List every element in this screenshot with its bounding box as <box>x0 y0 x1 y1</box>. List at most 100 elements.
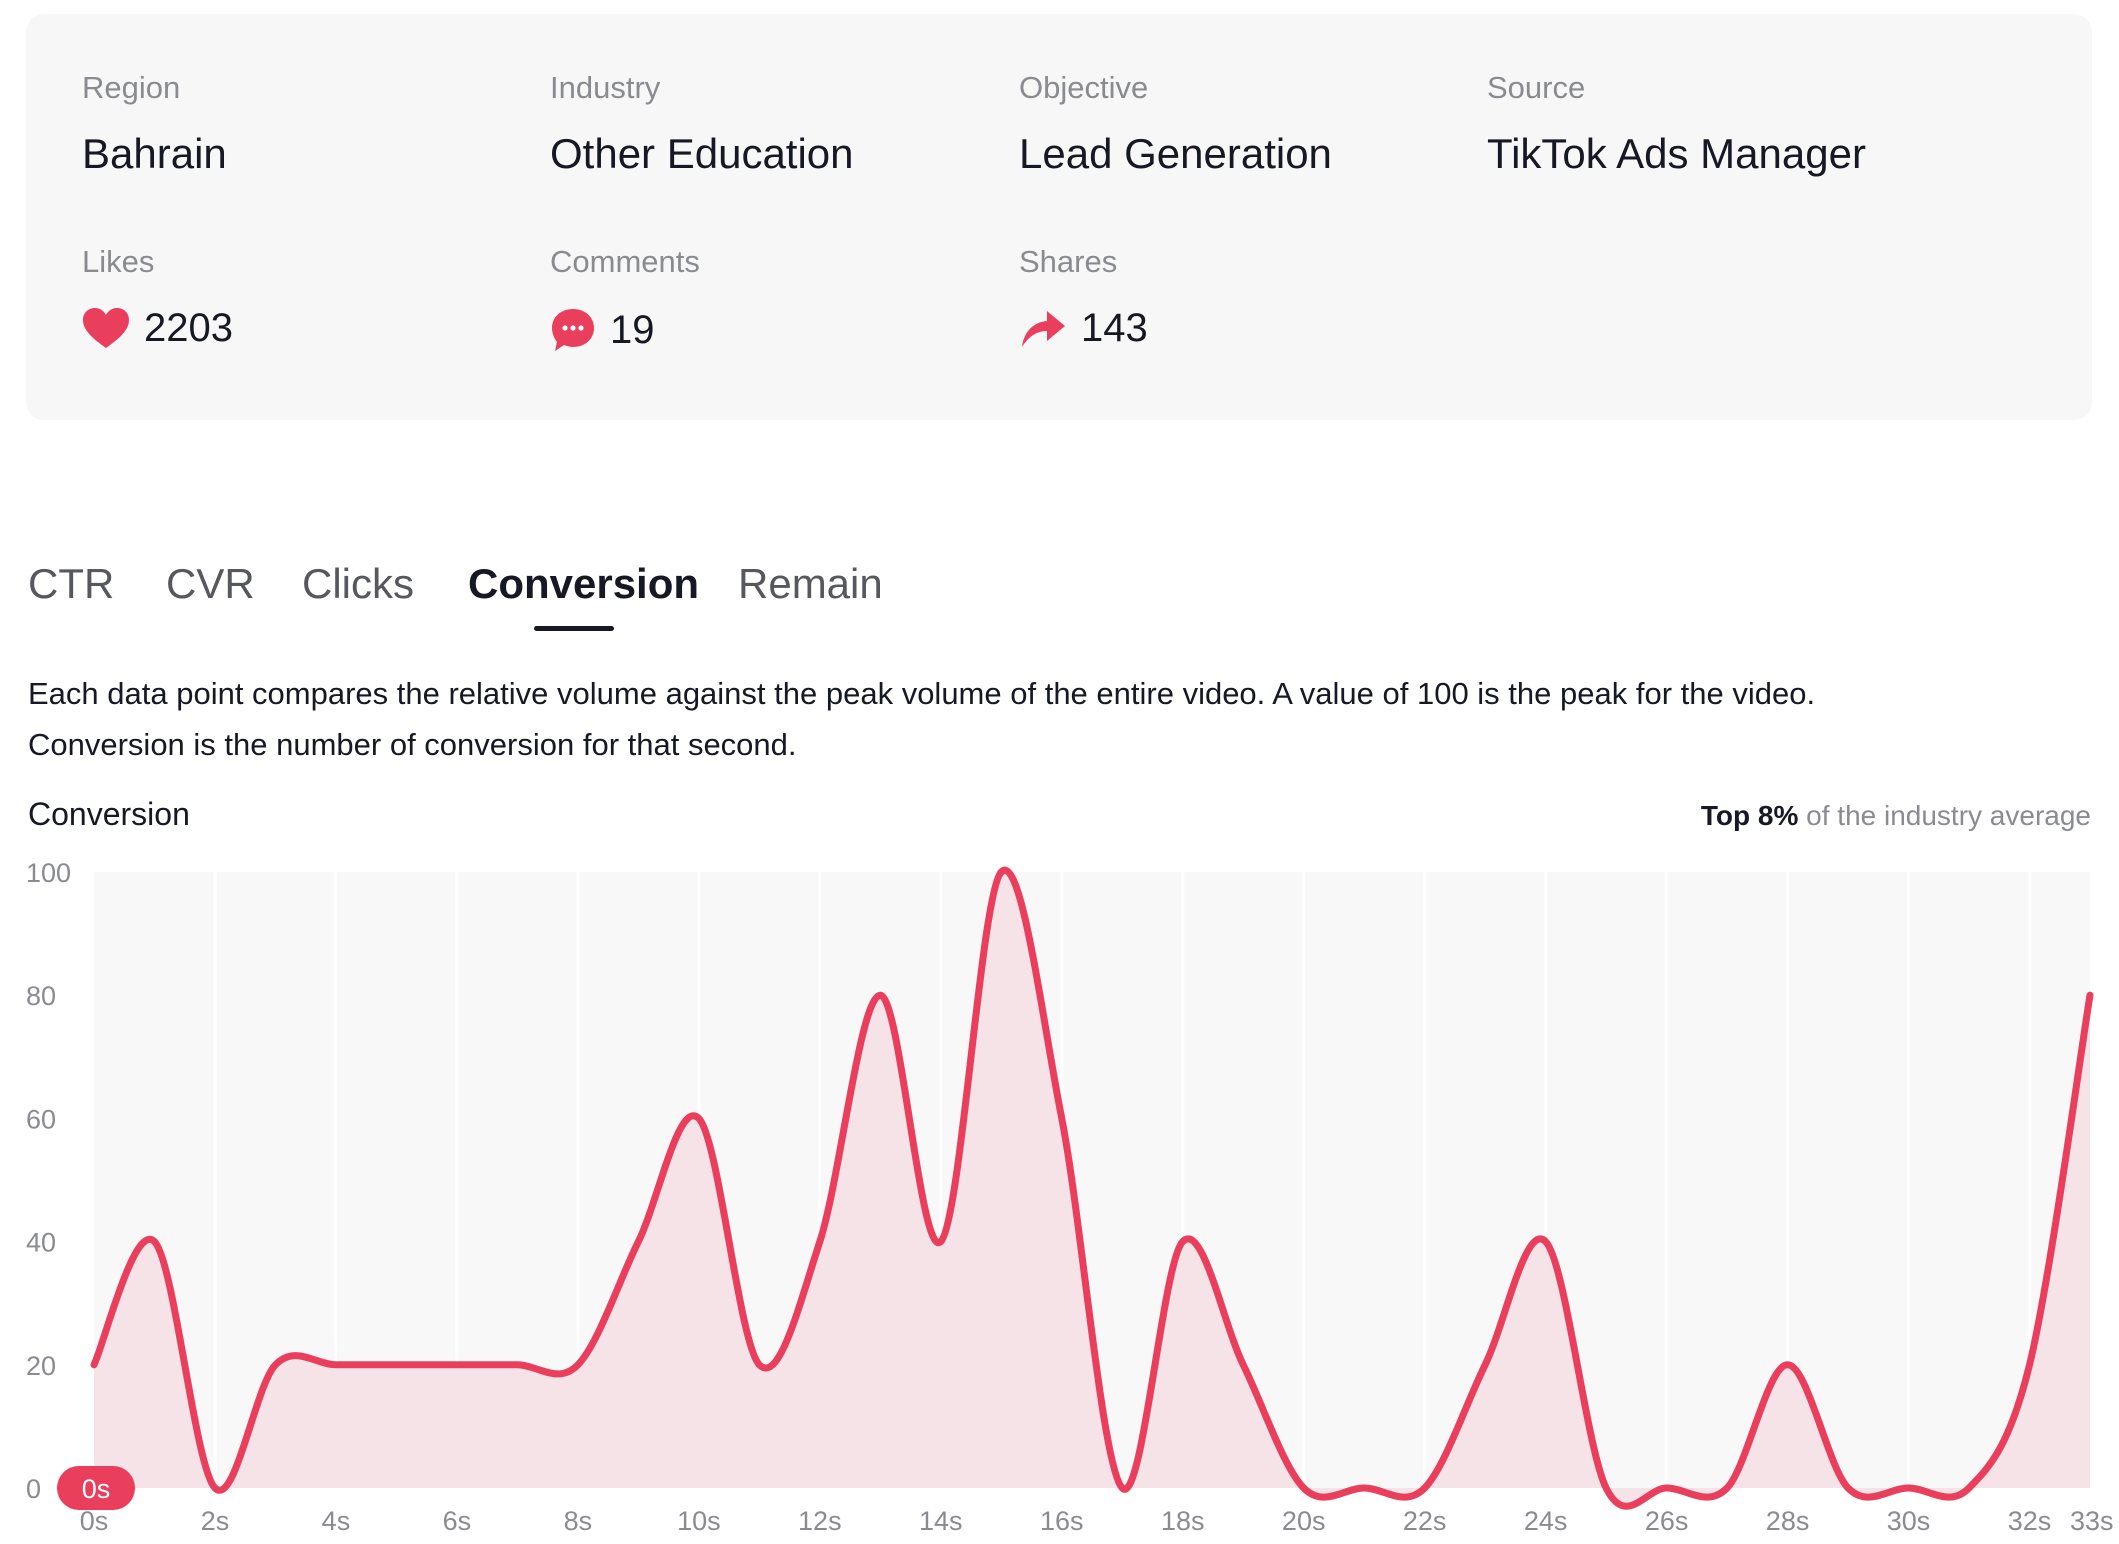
data-point <box>1300 1484 1308 1492</box>
y-tick-label: 40 <box>26 1228 56 1258</box>
x-tick-label: 20s <box>1282 1506 1326 1536</box>
region-field: Region Bahrain <box>82 72 227 175</box>
data-point <box>2086 991 2094 999</box>
industry-field: Industry Other Education <box>550 72 854 175</box>
data-point <box>1844 1484 1852 1492</box>
data-point <box>332 1361 340 1369</box>
data-point <box>997 868 1005 876</box>
cursor-badge-label: 0s <box>82 1474 111 1504</box>
likes-value: 2203 <box>144 306 233 350</box>
x-tick-label: 28s <box>1766 1506 1810 1536</box>
data-point <box>937 1238 945 1246</box>
data-point <box>513 1361 521 1369</box>
data-point <box>755 1361 763 1369</box>
data-point <box>574 1361 582 1369</box>
ad-info-card: Region Bahrain Industry Other Education … <box>26 14 2092 420</box>
industry-benchmark: Top 8% of the industry average <box>1701 800 2091 832</box>
heart-icon <box>83 308 129 348</box>
data-point <box>1602 1484 1610 1492</box>
tab-conversion[interactable]: Conversion <box>468 560 700 607</box>
comments-field: Comments 19 <box>550 246 700 353</box>
tab-clicks[interactable]: Clicks <box>302 560 414 607</box>
shares-value: 143 <box>1081 306 1148 350</box>
x-tick-label: 24s <box>1524 1506 1568 1536</box>
data-point <box>1663 1484 1671 1492</box>
data-point <box>1965 1484 1973 1492</box>
tab-cvr[interactable]: CVR <box>166 560 255 607</box>
data-point <box>1118 1484 1126 1492</box>
data-point <box>2026 1361 2034 1369</box>
description-line-2: Conversion is the number of conversion f… <box>28 727 797 762</box>
likes-field: Likes 2203 <box>82 246 233 349</box>
objective-field: Objective Lead Generation <box>1019 72 1332 175</box>
data-point <box>1905 1484 1913 1492</box>
x-tick-label: 33s <box>2070 1506 2114 1536</box>
x-tick-label: 30s <box>1887 1506 1931 1536</box>
industry-label: Industry <box>550 70 661 105</box>
tab-remain[interactable]: Remain <box>738 560 883 607</box>
comment-bubble-icon <box>552 309 594 351</box>
data-point <box>392 1361 400 1369</box>
x-tick-label: 14s <box>919 1506 963 1536</box>
data-point <box>150 1238 158 1246</box>
data-point <box>695 1114 703 1122</box>
x-tick-label: 18s <box>1161 1506 1205 1536</box>
x-tick-label: 8s <box>564 1506 593 1536</box>
source-field: Source TikTok Ads Manager <box>1487 72 1866 175</box>
data-point <box>1542 1238 1550 1246</box>
y-tick-label: 60 <box>26 1104 56 1134</box>
chart-title: Conversion <box>28 796 190 832</box>
y-tick-label: 100 <box>26 860 71 888</box>
x-tick-label: 10s <box>677 1506 721 1536</box>
chart-description: Each data point compares the relative vo… <box>28 668 2088 770</box>
tab-ctr[interactable]: CTR <box>28 560 115 607</box>
source-value: TikTok Ads Manager <box>1487 130 1866 177</box>
shares-field: Shares 143 <box>1019 246 1148 349</box>
y-tick-label: 0 <box>26 1474 41 1504</box>
active-tab-indicator <box>534 626 614 631</box>
share-arrow-icon <box>1022 311 1065 347</box>
likes-label: Likes <box>82 244 155 279</box>
data-point <box>634 1238 642 1246</box>
data-point <box>1239 1361 1247 1369</box>
data-point <box>453 1361 461 1369</box>
data-point <box>816 1238 824 1246</box>
series-line <box>90 866 2094 1510</box>
x-tick-label: 22s <box>1403 1506 1447 1536</box>
benchmark-prefix: Top <box>1700 800 1751 831</box>
industry-value: Other Education <box>550 130 854 177</box>
data-point <box>271 1361 279 1369</box>
benchmark-value: 8% <box>1757 800 1799 831</box>
y-tick-label: 20 <box>26 1351 56 1381</box>
region-value: Bahrain <box>82 130 227 177</box>
data-point <box>1784 1361 1792 1369</box>
cursor-badge[interactable] <box>57 1466 135 1510</box>
x-tick-label: 4s <box>322 1506 351 1536</box>
comments-label: Comments <box>550 244 700 279</box>
x-tick-label: 2s <box>201 1506 230 1536</box>
conversion-chart[interactable]: 100 80 60 40 20 0 0s 2s 4s 6s 8s 10s 12s 14s 16s 18s 20s… <box>0 860 2119 1544</box>
shares-label: Shares <box>1019 244 1118 279</box>
x-tick-label: 0s <box>80 1506 109 1536</box>
data-point <box>211 1484 219 1492</box>
x-tick-label: 12s <box>798 1506 842 1536</box>
data-point <box>1360 1484 1368 1492</box>
x-tick-label: 6s <box>443 1506 472 1536</box>
benchmark-suffix: of the industry average <box>1806 800 2091 831</box>
data-point <box>876 991 884 999</box>
data-point <box>1481 1361 1489 1369</box>
y-tick-label: 80 <box>26 981 56 1011</box>
x-tick-label: 32s <box>2008 1506 2052 1536</box>
source-label: Source <box>1487 70 1586 105</box>
data-point <box>1421 1484 1429 1492</box>
comments-value: 19 <box>610 308 655 352</box>
data-point <box>1058 1114 1066 1122</box>
data-point <box>1723 1484 1731 1492</box>
objective-value: Lead Generation <box>1019 130 1332 177</box>
data-point <box>90 1361 98 1369</box>
region-label: Region <box>82 70 181 105</box>
x-tick-label: 16s <box>1040 1506 1084 1536</box>
data-point <box>1179 1238 1187 1246</box>
description-line-1: Each data point compares the relative vo… <box>28 676 1816 711</box>
objective-label: Objective <box>1019 70 1149 105</box>
